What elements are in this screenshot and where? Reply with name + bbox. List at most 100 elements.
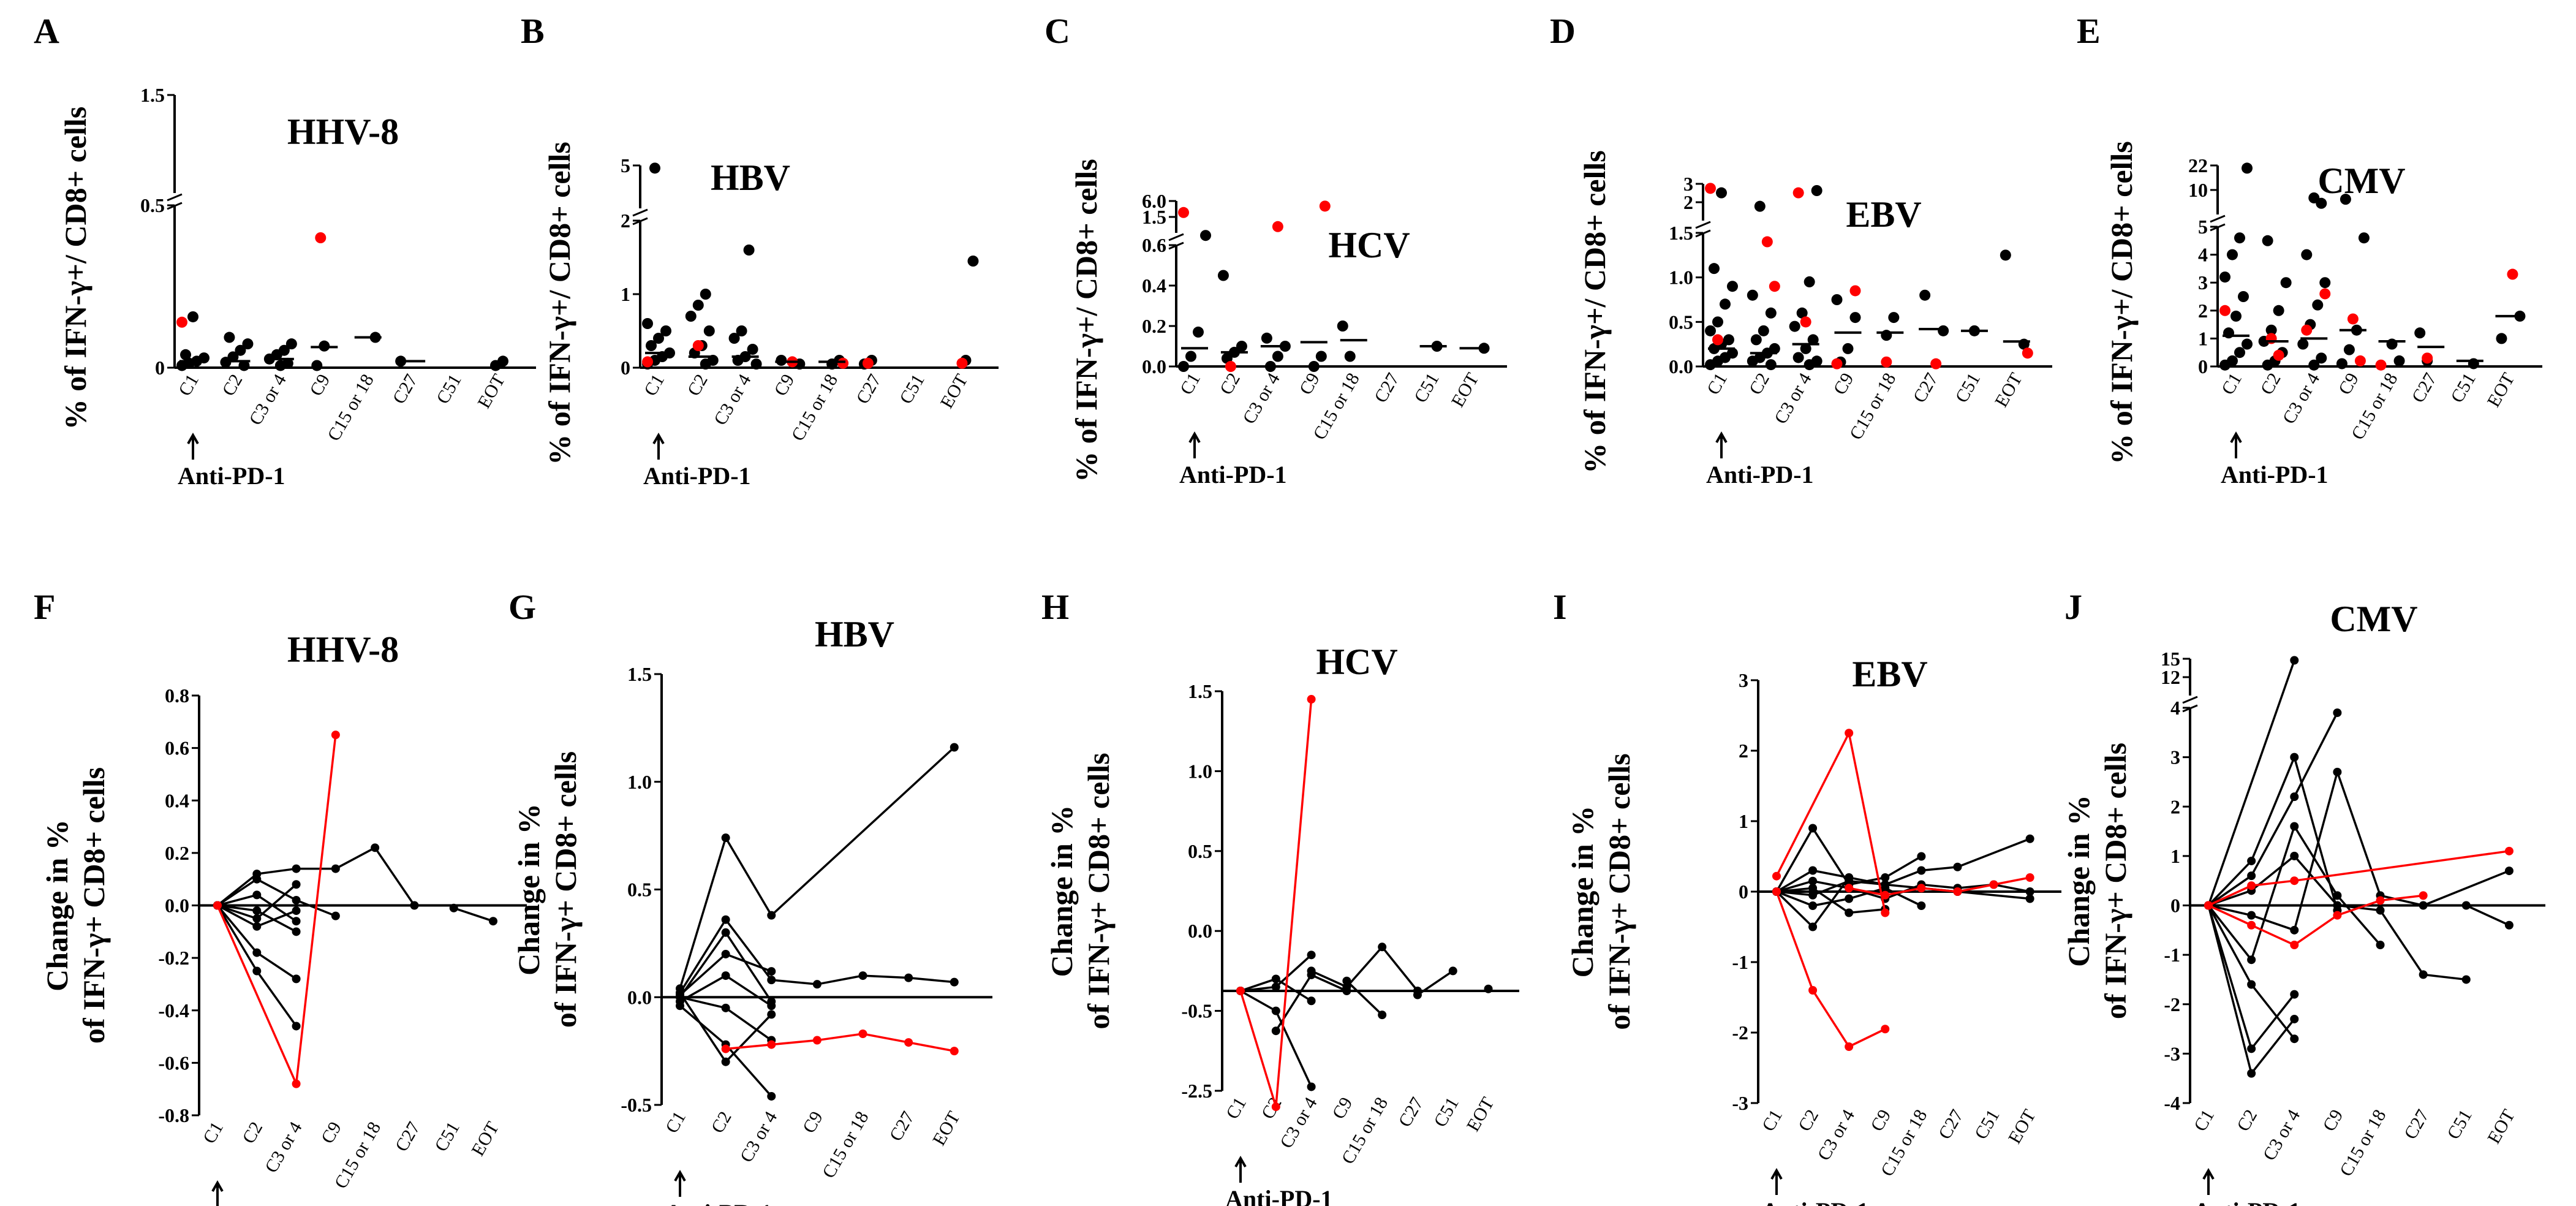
- y-tick-label: 0.5: [627, 879, 652, 901]
- series-line: [2466, 904, 2510, 927]
- axis-break: [632, 208, 648, 226]
- series-line: [1346, 980, 1383, 1016]
- y-tick-label: 0.0: [165, 895, 189, 917]
- data-point: [180, 349, 191, 360]
- data-point: [252, 906, 262, 916]
- y-tick-label: 0.5: [1669, 311, 1693, 333]
- y-tick-label: 1.0: [627, 771, 652, 793]
- data-point: [721, 928, 730, 937]
- x-tick-label: EOT: [467, 1118, 503, 1159]
- data-point: [2333, 767, 2342, 776]
- data-point: [1811, 355, 1822, 367]
- x-tick-label: EOT: [2483, 1106, 2519, 1147]
- series-line: [2208, 894, 2423, 947]
- x-tick-label: C3 or 4: [261, 1118, 306, 1176]
- panel-title: EBV: [1846, 194, 1921, 235]
- panel-a: A HHV-8 % of IFN-γ+/ CD8+ cells 1.5 0 0.5 C1 C2…: [34, 11, 536, 490]
- data-point: [858, 971, 867, 980]
- x-tick-label: C9: [2335, 370, 2363, 398]
- data-point: [224, 332, 235, 343]
- series-line: [2207, 659, 2295, 906]
- data-point: [1808, 890, 1818, 900]
- data-point: [950, 743, 959, 752]
- data-point: [1484, 984, 1493, 993]
- y-axis-label: % of IFN-γ+/ CD8+ cells: [1577, 150, 1612, 474]
- data-point: [904, 1038, 913, 1047]
- data-point: [2204, 901, 2213, 910]
- data-point: [1953, 887, 1962, 896]
- data-point: [1272, 351, 1283, 362]
- data-point: [1178, 361, 1189, 372]
- data-point: [278, 344, 290, 356]
- data-point: [1307, 996, 1316, 1006]
- data-point: [1792, 187, 1804, 199]
- data-point: [1344, 351, 1356, 362]
- x-tick-label: C1: [2190, 1106, 2218, 1135]
- panel-g: G HBV Change in % of IFN-γ+ CD8+ cells -0.5 0…: [508, 587, 992, 1206]
- data-point: [1842, 343, 1854, 354]
- panel-title: HCV: [1316, 642, 1397, 682]
- y-tick-label: 2: [1683, 191, 1693, 213]
- data-point: [1772, 871, 1781, 881]
- data-point: [1845, 729, 1854, 738]
- x-tick-label: C9: [306, 371, 334, 400]
- data-point: [721, 1057, 730, 1066]
- data-point: [676, 988, 684, 998]
- data-point: [1845, 1042, 1854, 1051]
- x-tick-label: C51: [1951, 370, 1984, 406]
- data-point: [1378, 1011, 1387, 1020]
- data-point: [646, 340, 657, 351]
- data-point: [2025, 887, 2034, 896]
- panel-letter: C: [1044, 11, 1070, 51]
- data-point: [1236, 341, 1247, 352]
- data-point: [767, 1091, 776, 1101]
- series-line: [1776, 879, 2030, 900]
- axis-break: [2182, 696, 2198, 713]
- data-point: [2247, 955, 2256, 965]
- data-point: [2273, 305, 2284, 316]
- y-tick-label: 0.6: [165, 737, 189, 759]
- data-point: [1225, 361, 1236, 372]
- data-point: [2333, 901, 2342, 910]
- data-point: [747, 344, 758, 355]
- data-point: [1845, 884, 1854, 893]
- series-line: [2208, 850, 2510, 907]
- x-tick-label: C51: [431, 1118, 464, 1155]
- data-point: [1307, 1082, 1316, 1091]
- arrow-icon: [1188, 431, 1201, 458]
- data-point: [2290, 656, 2299, 665]
- y-tick-label: 0.2: [165, 842, 189, 864]
- data-point: [2000, 249, 2011, 261]
- y-tick-label: 1.5: [1188, 680, 1212, 702]
- treatment-annotation: Anti-PD-1: [643, 462, 751, 490]
- data-point: [2461, 975, 2471, 984]
- data-point: [750, 358, 762, 370]
- panel-c: C HCV % of IFN-γ+/ CD8+ cells 1.56.0 0.0 0.2 0…: [1044, 11, 1507, 488]
- data-point: [176, 316, 187, 328]
- data-point: [1917, 884, 1926, 893]
- y-axis-label: % of IFN-γ+/ CD8+ cells: [542, 142, 576, 465]
- x-tick-label: EOT: [1991, 370, 2026, 411]
- x-tick-label: C51: [2443, 1106, 2476, 1143]
- data-point: [2312, 299, 2324, 311]
- data-point: [1723, 334, 1734, 346]
- x-tick-label: C9: [770, 371, 798, 400]
- y-tick-label: 1.5: [627, 663, 652, 685]
- data-point: [676, 1001, 684, 1011]
- data-point: [2247, 911, 2256, 920]
- x-tick-label: C3 or 4: [2259, 1106, 2305, 1164]
- data-point: [410, 901, 419, 910]
- data-point: [1845, 876, 1854, 886]
- data-point: [2419, 891, 2428, 900]
- series-line: [725, 1033, 955, 1052]
- y-tick-label: 5: [2198, 216, 2208, 238]
- data-point: [1709, 263, 1720, 275]
- data-point: [1917, 901, 1926, 910]
- y-tick-label: -0.4: [158, 999, 189, 1022]
- data-point: [2414, 327, 2426, 339]
- y-tick-label: 1.0: [1188, 760, 1212, 782]
- arrow-icon: [211, 1180, 224, 1206]
- panel-i: I EBV Change in % of IFN-γ+ CD8+ cells -3 -2 -…: [1553, 587, 2061, 1206]
- treatment-annotation: Anti-PD-1: [1225, 1185, 1333, 1206]
